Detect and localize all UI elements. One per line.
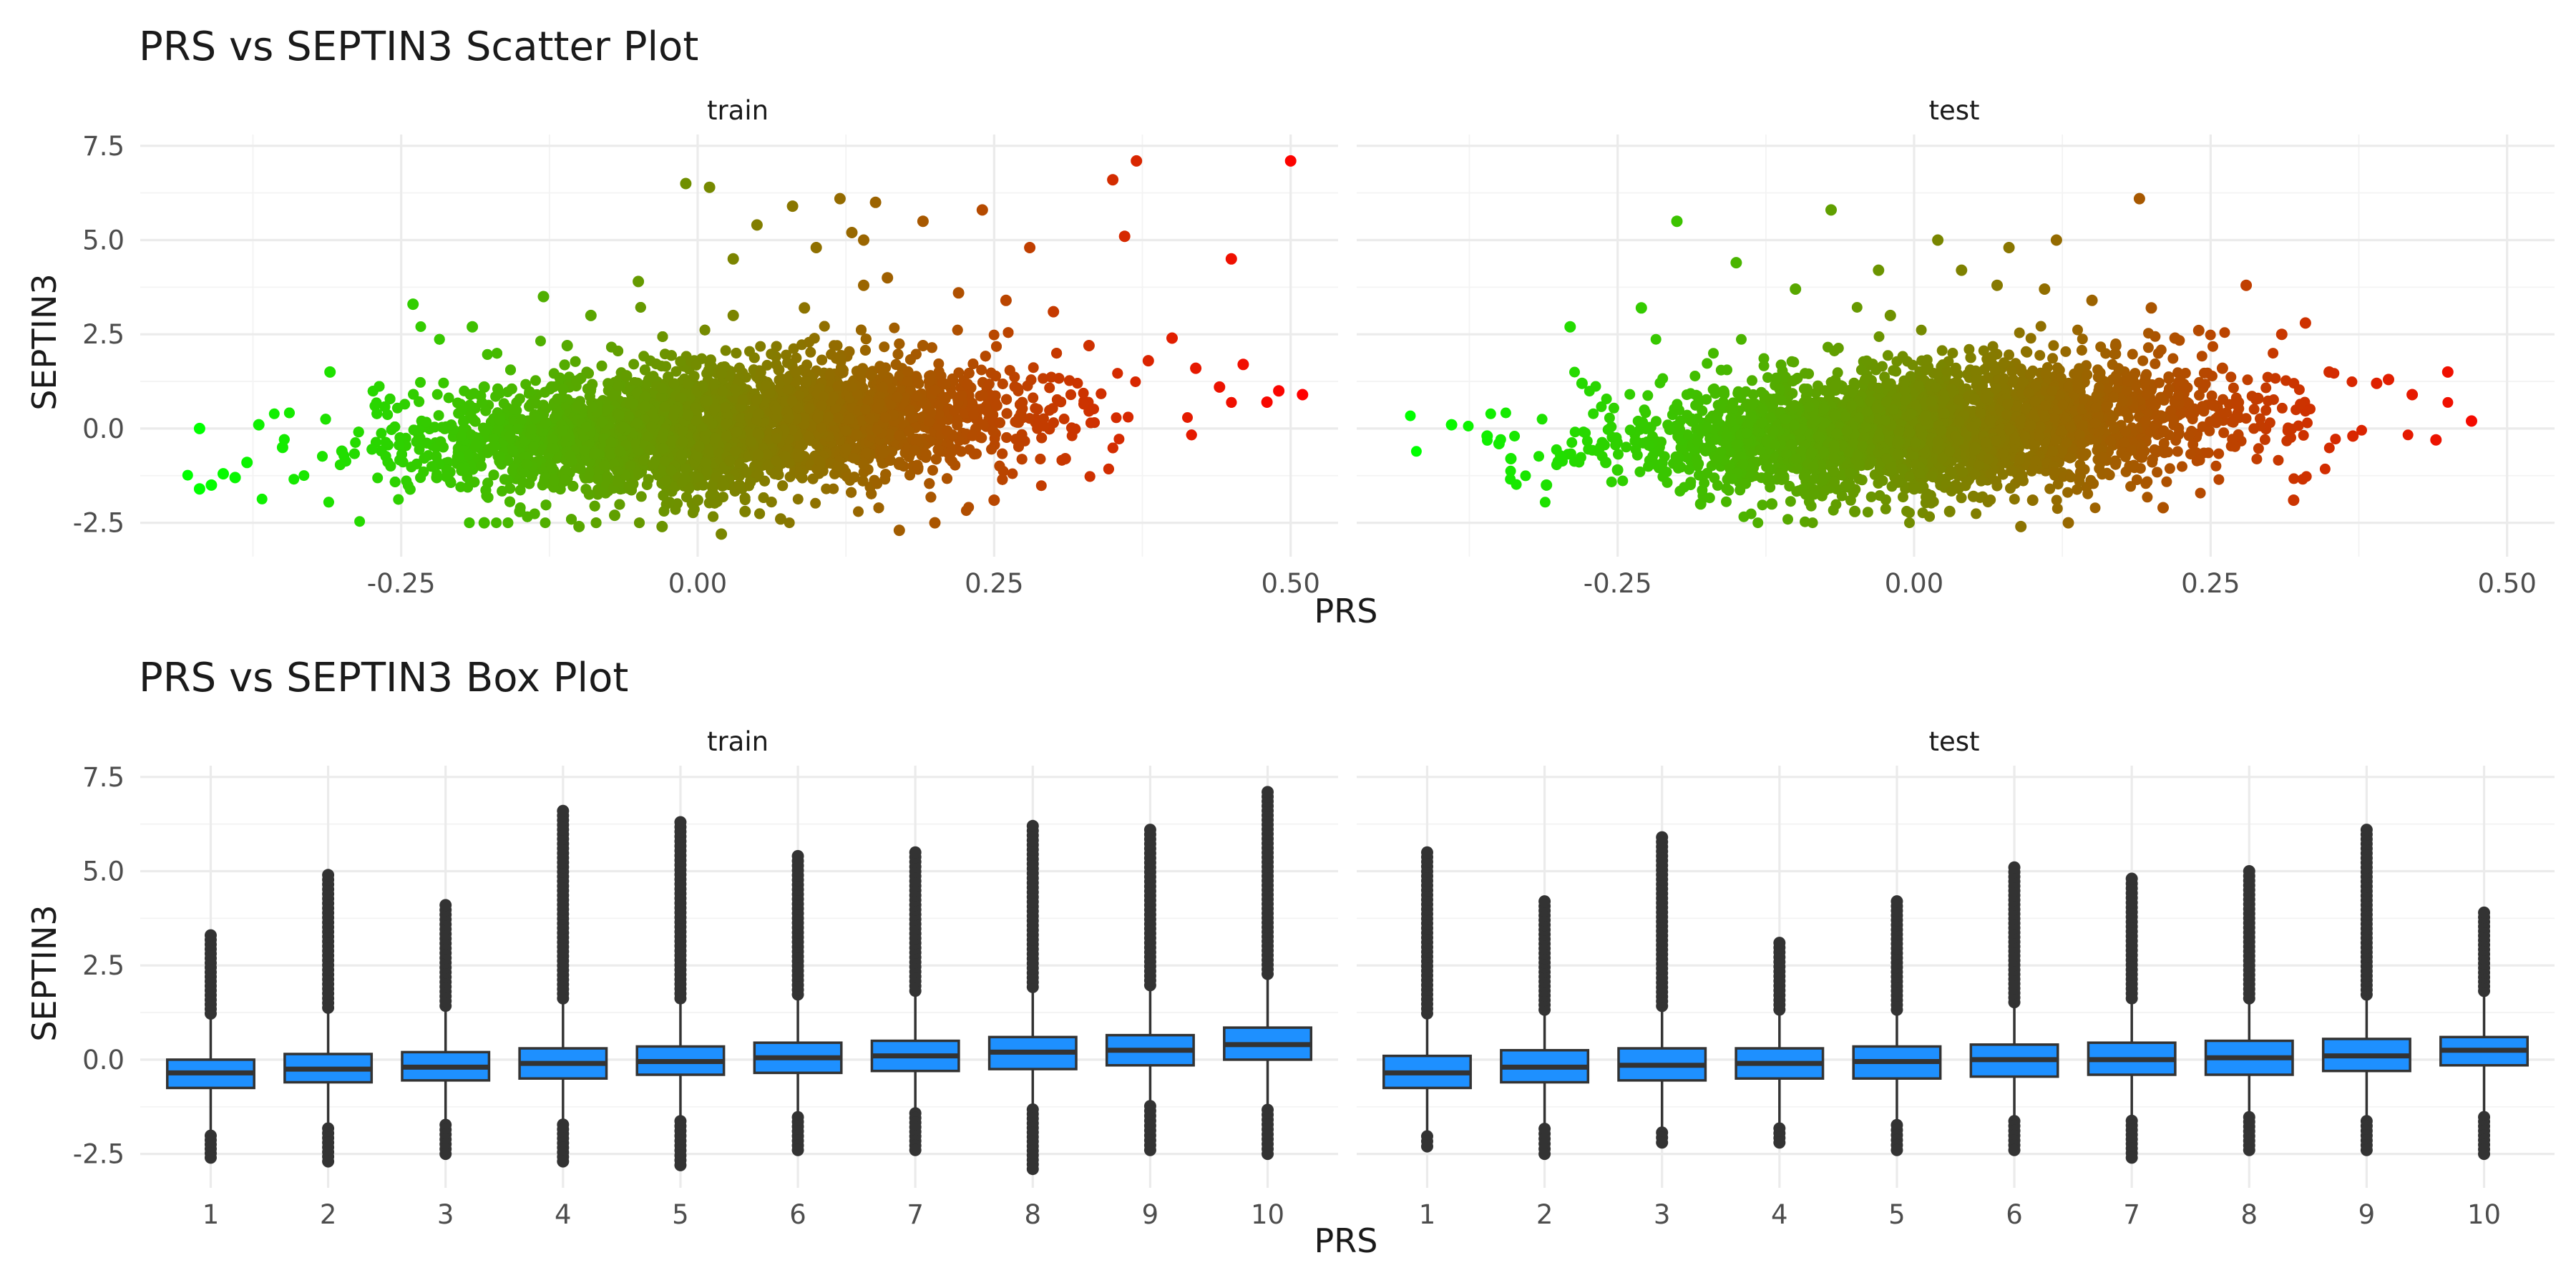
scatter-point xyxy=(530,375,541,386)
scatter-point xyxy=(1058,414,1070,424)
scatter-point xyxy=(334,459,346,471)
scatter-point xyxy=(988,329,1000,341)
scatter-point xyxy=(1130,376,1141,387)
scatter-point xyxy=(1035,454,1046,464)
scatter-point xyxy=(748,352,760,364)
scatter-point xyxy=(431,389,443,400)
scatter-point xyxy=(641,479,653,490)
scatter-point xyxy=(784,517,795,529)
scatter-point xyxy=(323,497,334,508)
scatter-point xyxy=(933,366,945,377)
scatter-point xyxy=(933,358,945,369)
scatter-point xyxy=(991,341,1002,352)
scatter-point xyxy=(1028,362,1039,374)
scatter-point xyxy=(348,448,360,459)
scatter-point xyxy=(927,464,938,476)
scatter-point xyxy=(443,392,454,404)
scatter-point xyxy=(731,348,742,358)
scatter-point xyxy=(1038,373,1049,384)
scatter-point xyxy=(376,428,387,439)
scatter-point xyxy=(755,341,766,352)
scatter-point xyxy=(976,364,987,376)
scatter-point xyxy=(1111,412,1122,424)
scatter-point xyxy=(433,410,444,421)
scatter-point xyxy=(670,366,682,377)
scatter-point xyxy=(955,446,967,457)
scatter-point xyxy=(792,494,804,505)
scatter-point xyxy=(317,451,328,462)
scatter-point-cloud xyxy=(182,302,1237,529)
scatter-point xyxy=(415,472,426,483)
scatter-point xyxy=(810,497,821,509)
scatter-point xyxy=(372,472,384,484)
scatter-point xyxy=(1044,404,1055,416)
scatter-point xyxy=(1078,387,1089,399)
scatter-point xyxy=(853,506,864,517)
scatter-point xyxy=(1182,412,1193,423)
scatter-point xyxy=(415,321,426,332)
scatter-point xyxy=(414,444,425,455)
scatter-point xyxy=(720,345,731,356)
scatter-point xyxy=(350,437,361,448)
scatter-point xyxy=(628,358,640,370)
scatter-point xyxy=(182,469,193,481)
scatter-point xyxy=(670,504,681,515)
scatter-point xyxy=(438,377,449,389)
scatter-point xyxy=(1113,434,1125,445)
scatter-point xyxy=(415,376,426,388)
scatter-point xyxy=(658,505,670,517)
scatter-point xyxy=(288,474,300,485)
scatter-point xyxy=(635,491,647,502)
scatter-point xyxy=(809,333,820,344)
scatter-point xyxy=(805,346,816,358)
scatter-points-layer xyxy=(182,155,2477,540)
scatter-point xyxy=(371,397,382,409)
scatter-point xyxy=(268,408,280,419)
scatter-point xyxy=(1007,468,1018,479)
scatter-point xyxy=(298,470,310,482)
scatter-point xyxy=(1065,389,1076,401)
scatter-point xyxy=(535,336,546,347)
scatter-point xyxy=(1084,471,1096,482)
scatter-point xyxy=(393,494,404,505)
scatter-point xyxy=(828,483,839,494)
scatter-point xyxy=(1028,392,1039,404)
scatter-point xyxy=(1032,404,1043,415)
scatter-point xyxy=(540,517,551,529)
scatter-point xyxy=(401,475,412,487)
scatter-point xyxy=(773,364,784,376)
scatter-point xyxy=(354,516,366,527)
scatter-point xyxy=(960,505,972,517)
scatter-point xyxy=(1044,382,1055,394)
scatter-point xyxy=(997,448,1008,459)
scatter-point xyxy=(791,352,802,364)
scatter-point xyxy=(1035,480,1047,492)
scatter-point xyxy=(1096,388,1107,399)
scatter-point xyxy=(256,493,268,504)
scatter-point xyxy=(1112,368,1123,379)
scatter-point xyxy=(879,341,890,353)
scatter-point xyxy=(761,359,773,371)
scatter-point xyxy=(889,322,900,333)
scatter-point xyxy=(391,402,403,414)
scatter-point xyxy=(788,343,799,354)
scatter-point xyxy=(1055,396,1067,408)
scatter-point xyxy=(570,356,581,367)
scatter-point xyxy=(491,517,502,529)
scatter-point xyxy=(819,321,830,332)
